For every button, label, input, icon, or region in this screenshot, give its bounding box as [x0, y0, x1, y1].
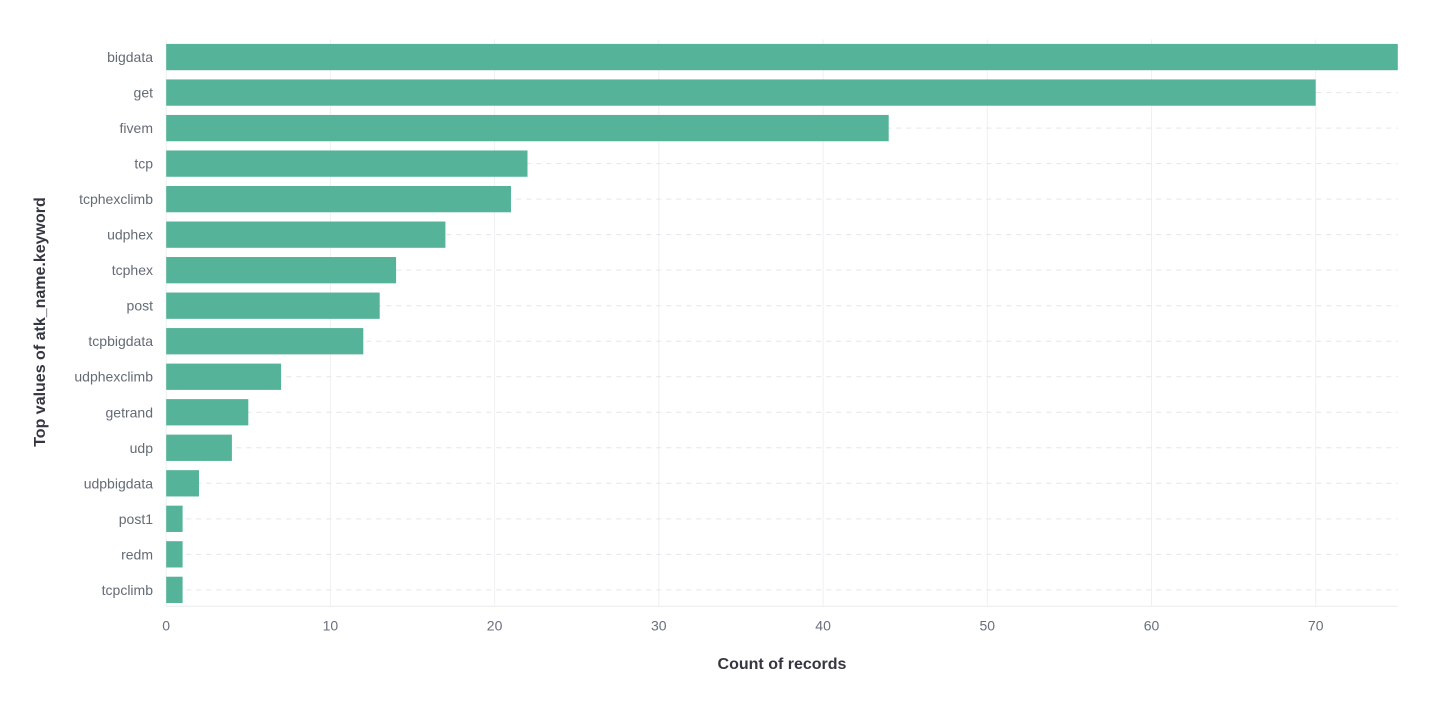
svg-text:bigdata: bigdata	[107, 49, 153, 65]
svg-text:udp: udp	[130, 440, 154, 456]
svg-text:0: 0	[162, 618, 170, 634]
svg-text:post1: post1	[119, 511, 153, 527]
svg-text:Top values of atk_name.keyword: Top values of atk_name.keyword	[32, 197, 49, 447]
svg-text:udphexclimb: udphexclimb	[74, 369, 153, 385]
svg-text:40: 40	[815, 618, 831, 634]
svg-text:tcphexclimb: tcphexclimb	[79, 191, 153, 207]
svg-text:30: 30	[651, 618, 667, 634]
svg-text:tcpclimb: tcpclimb	[102, 582, 154, 598]
svg-text:tcpbigdata: tcpbigdata	[88, 333, 153, 349]
svg-text:redm: redm	[121, 546, 153, 562]
svg-text:20: 20	[487, 618, 503, 634]
svg-text:fivem: fivem	[120, 120, 153, 136]
svg-text:Count of records: Count of records	[718, 656, 847, 673]
svg-text:60: 60	[1144, 618, 1160, 634]
svg-text:70: 70	[1308, 618, 1324, 634]
svg-text:getrand: getrand	[106, 404, 153, 420]
svg-text:udpbigdata: udpbigdata	[84, 475, 154, 491]
svg-text:tcphex: tcphex	[112, 262, 153, 278]
svg-text:10: 10	[323, 618, 339, 634]
svg-text:udphex: udphex	[107, 227, 153, 243]
svg-text:50: 50	[980, 618, 996, 634]
svg-text:tcp: tcp	[134, 156, 153, 172]
svg-text:get: get	[134, 85, 154, 101]
svg-text:post: post	[127, 298, 154, 314]
